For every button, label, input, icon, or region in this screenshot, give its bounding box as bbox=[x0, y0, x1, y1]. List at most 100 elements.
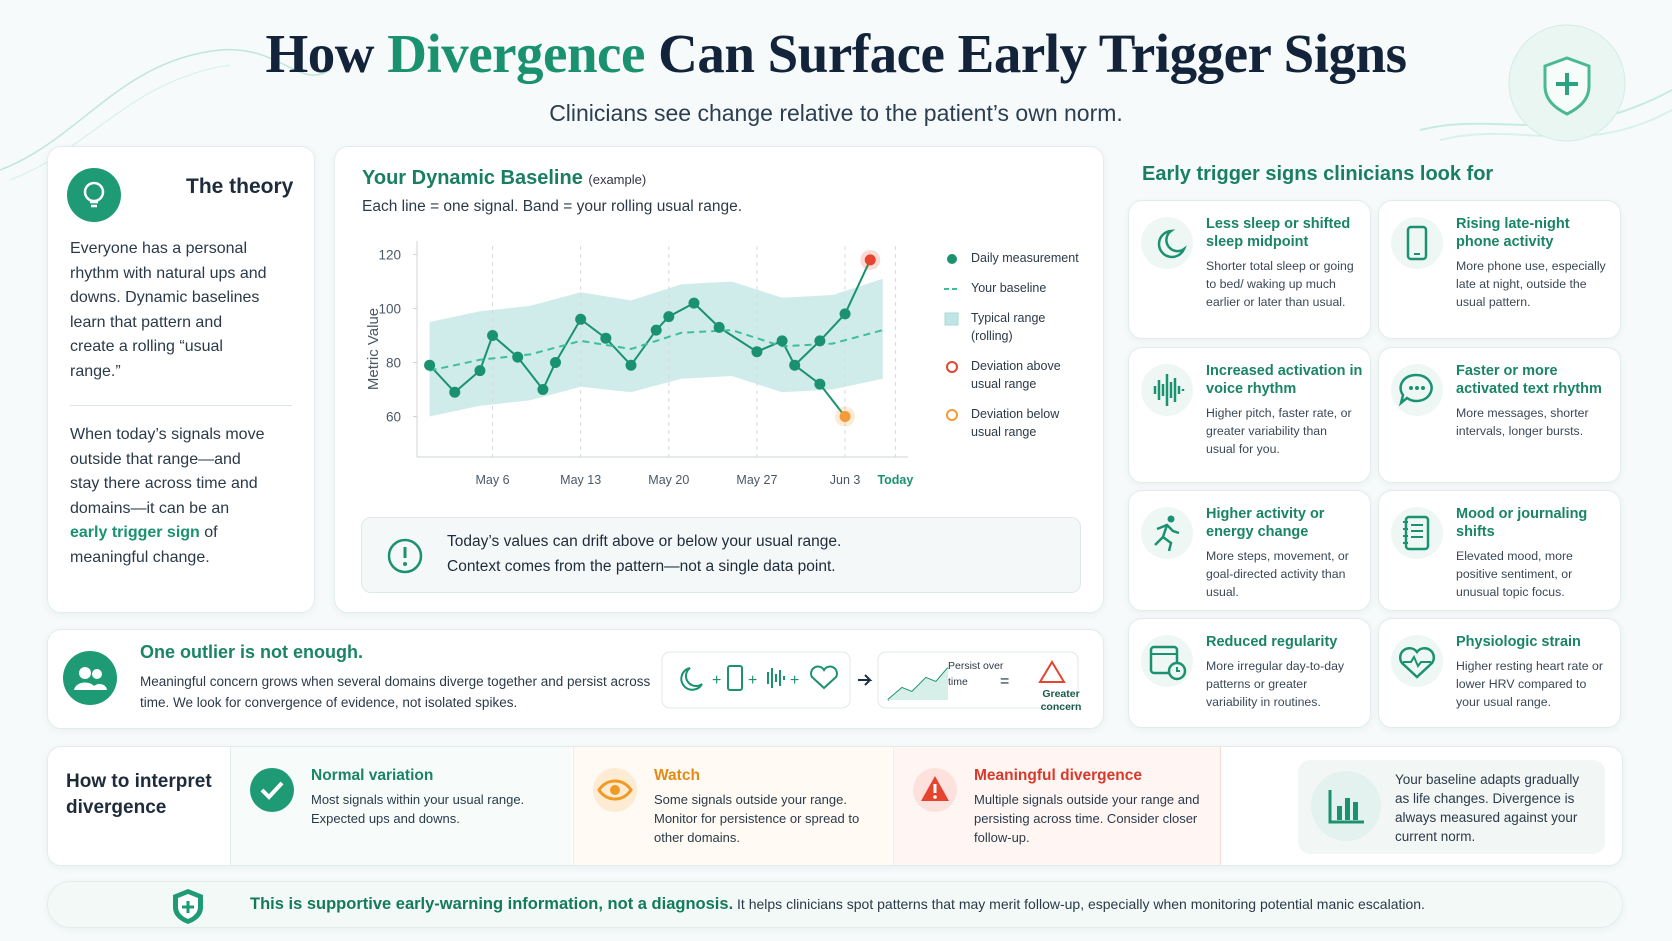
note-text: Your baseline adapts gradually as life c… bbox=[1395, 772, 1580, 844]
level-title: Watch bbox=[654, 767, 700, 784]
info-icon bbox=[387, 538, 423, 574]
y-tick-label: 80 bbox=[386, 356, 401, 371]
deviation-dot bbox=[839, 411, 851, 422]
sign-card: Increased activation in voice rhythm High… bbox=[1128, 347, 1371, 483]
measurement-dot bbox=[575, 313, 587, 325]
measurement-dot bbox=[537, 384, 549, 395]
svg-text:+: + bbox=[712, 672, 721, 689]
icon bbox=[1157, 229, 1187, 259]
sign-card: Reduced regularity More irregular day-to-… bbox=[1128, 618, 1371, 728]
measurement-dot bbox=[814, 335, 826, 347]
y-tick-label: 120 bbox=[378, 248, 401, 263]
note-box: Your baseline adapts gradually as life c… bbox=[1298, 760, 1605, 854]
legend-item: Typical range (rolling) bbox=[943, 309, 1093, 345]
x-tick-label: May 13 bbox=[560, 473, 601, 487]
x-tick-label: May 20 bbox=[648, 473, 689, 487]
legend-item: Daily measurement bbox=[943, 249, 1093, 267]
theory-text: When today’s signals move outside that r… bbox=[70, 423, 270, 570]
y-tick-label: 100 bbox=[378, 302, 401, 317]
icon bbox=[1153, 374, 1185, 406]
legend-label: Your baseline bbox=[971, 281, 1047, 295]
sign-icon bbox=[1141, 217, 1193, 269]
theory-text: Everyone has a personal rhythm with natu… bbox=[70, 240, 267, 380]
level-normal: Normal variation Most signals within you… bbox=[230, 747, 571, 865]
deviation-line bbox=[844, 259, 872, 315]
bars-icon bbox=[1311, 771, 1381, 841]
measurement-dot bbox=[449, 386, 461, 398]
note-line: Context comes from the pattern—not a sin… bbox=[447, 558, 836, 575]
people-icon bbox=[63, 651, 117, 705]
title-highlight: Divergence bbox=[387, 23, 645, 84]
subtitle: Clinicians see change relative to the pa… bbox=[549, 100, 1123, 126]
theory-card: The theory Everyone has a personal rhyth… bbox=[47, 146, 315, 613]
measurement-dot bbox=[713, 321, 725, 333]
icon bbox=[1398, 373, 1433, 407]
sign-text: More messages, shorter intervals, longer… bbox=[1456, 406, 1589, 438]
check-icon bbox=[250, 768, 294, 812]
y-axis-label: Metric Value bbox=[365, 308, 382, 390]
bulb-icon bbox=[67, 168, 121, 222]
measurement-dot bbox=[663, 311, 675, 323]
level-text: Most signals within your usual range. Ex… bbox=[311, 792, 525, 826]
legend-label: Daily measurement bbox=[971, 251, 1079, 265]
sign-text: Elevated mood, more positive sentiment, … bbox=[1456, 549, 1573, 599]
measurement-dot bbox=[688, 297, 700, 309]
measurement-dot bbox=[474, 365, 486, 377]
interpret-card: How to interpret divergence Normal varia… bbox=[47, 746, 1623, 866]
sign-icon bbox=[1391, 364, 1443, 416]
legend-swatch bbox=[946, 361, 958, 373]
sign-icon bbox=[1141, 364, 1193, 416]
sign-title: Mood or journaling shifts bbox=[1456, 506, 1588, 540]
svg-text:=: = bbox=[1000, 673, 1009, 690]
y-tick-label: 60 bbox=[386, 410, 401, 425]
legend-item: Deviation below usual range bbox=[943, 405, 1093, 441]
measurement-dot bbox=[650, 324, 662, 336]
divider bbox=[70, 405, 292, 406]
outlier-card: One outlier is not enough. Meaningful co… bbox=[47, 629, 1104, 729]
sign-card: Higher activity or energy change More ste… bbox=[1128, 490, 1371, 611]
deviation-line bbox=[819, 383, 846, 418]
interpret-title: How to interpret divergence bbox=[66, 771, 212, 818]
x-tick-label: Today bbox=[877, 473, 913, 487]
title: How Divergence Can Surface Early Trigger… bbox=[0, 22, 1672, 85]
theory-title: The theory bbox=[186, 175, 294, 198]
sign-title: Less sleep or shifted sleep midpoint bbox=[1206, 216, 1351, 250]
outlier-title: One outlier is not enough. bbox=[140, 642, 363, 662]
footer-text: This is supportive early-warning informa… bbox=[250, 895, 1425, 914]
note-line: Today’s values can drift above or below … bbox=[447, 533, 842, 550]
title-text: How bbox=[265, 23, 374, 84]
svg-text:+: + bbox=[748, 672, 757, 689]
chart-card: Your Dynamic Baseline (example) Each lin… bbox=[334, 146, 1104, 613]
sign-title: Rising late-night phone activity bbox=[1456, 216, 1570, 250]
sign-title: Reduced regularity bbox=[1206, 634, 1338, 650]
measurement-dot bbox=[424, 359, 436, 371]
footer-bold: This is supportive early-warning informa… bbox=[250, 895, 734, 913]
x-tick-label: May 27 bbox=[736, 473, 777, 487]
legend-swatch bbox=[947, 254, 957, 264]
legend-swatch bbox=[944, 312, 959, 326]
footer-rest: It helps clinicians spot patterns that m… bbox=[737, 896, 1425, 912]
level-text: Multiple signals outside your range and … bbox=[974, 792, 1200, 845]
x-tick-label: May 6 bbox=[476, 473, 510, 487]
highlight: early trigger sign bbox=[70, 524, 200, 541]
legend-item: Deviation above usual range bbox=[943, 357, 1093, 393]
text: When today’s signals move outside that r… bbox=[70, 426, 265, 517]
legend-label: Deviation below usual range bbox=[971, 407, 1060, 439]
sign-title: Physiologic strain bbox=[1456, 634, 1581, 650]
measurement-dot bbox=[549, 357, 561, 368]
measurement-dot bbox=[776, 335, 788, 347]
signs-title: Early trigger signs clinicians look for bbox=[1142, 163, 1494, 185]
sign-icon bbox=[1141, 507, 1193, 559]
sign-icon bbox=[1391, 507, 1443, 559]
note-box: Today’s values can drift above or below … bbox=[361, 517, 1081, 593]
measurement-dot bbox=[512, 351, 524, 363]
decoration bbox=[0, 24, 1672, 181]
level-title: Meaningful divergence bbox=[974, 767, 1142, 784]
text: of meaningful change. bbox=[70, 524, 218, 566]
range-band bbox=[429, 278, 883, 417]
measurement-dot bbox=[487, 330, 499, 341]
sign-card: Physiologic strain Higher resting heart r… bbox=[1378, 618, 1621, 728]
icon bbox=[1399, 647, 1435, 679]
convergence-graphic: + + + = bbox=[661, 651, 1079, 709]
footer: This is supportive early-warning informa… bbox=[47, 881, 1623, 928]
